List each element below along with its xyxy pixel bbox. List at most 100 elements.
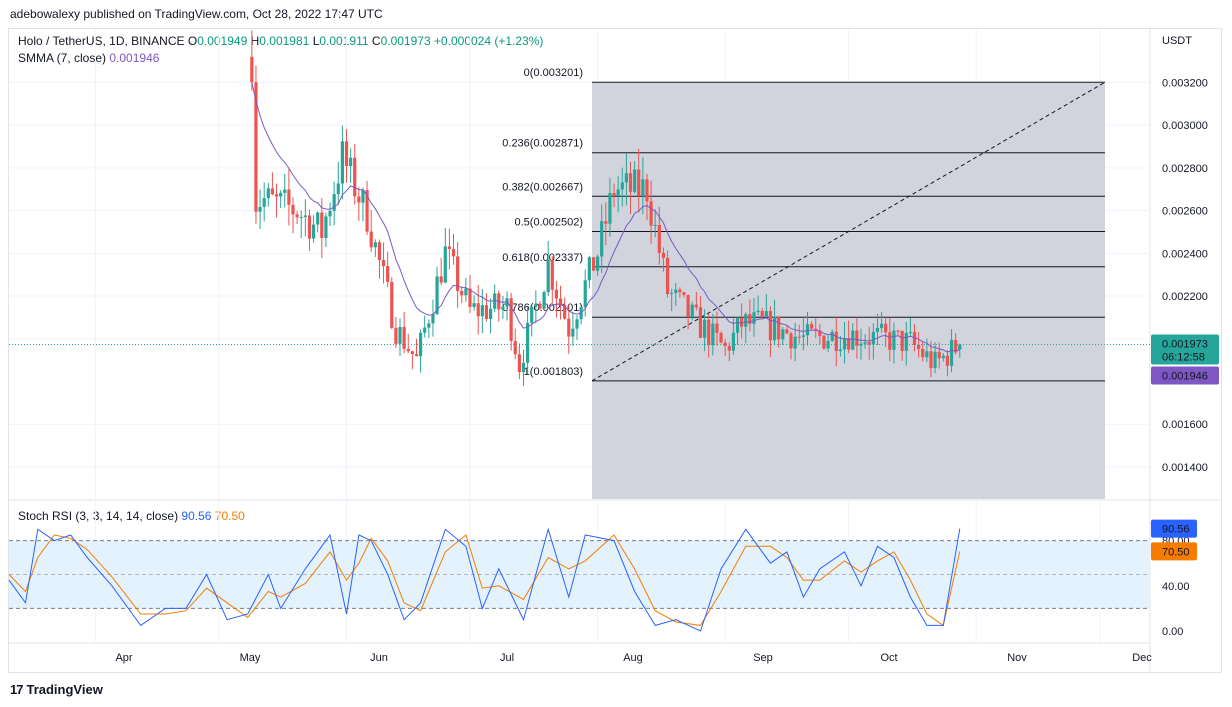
fib-level-label: 0.5(0.002502) — [515, 217, 584, 229]
candle — [513, 328, 517, 360]
candle-body — [670, 293, 674, 295]
candle — [332, 181, 336, 226]
candle — [501, 296, 505, 319]
symbol-name: Holo / TetherUS, 1D, BINANCE — [18, 34, 185, 48]
candle — [468, 274, 472, 314]
candle-body — [291, 204, 295, 215]
price-tick-label: 0.001600 — [1162, 419, 1208, 431]
candle — [637, 148, 641, 213]
candle-body — [925, 351, 929, 358]
candle-body — [715, 323, 719, 334]
candle — [435, 266, 439, 315]
price-tick-label: 0.003200 — [1162, 77, 1208, 89]
candle-body — [842, 337, 847, 350]
candle-body — [600, 221, 604, 257]
candle-body — [563, 305, 567, 319]
candle — [838, 336, 843, 357]
candle — [921, 340, 925, 362]
candle-body — [320, 212, 324, 238]
candle — [793, 322, 797, 362]
candle — [534, 290, 538, 324]
candle-body — [929, 351, 933, 369]
candle-body — [279, 192, 283, 197]
candle — [748, 299, 752, 332]
candle-body — [274, 194, 279, 197]
candle — [394, 316, 398, 348]
candle — [484, 293, 489, 322]
candle — [888, 317, 892, 362]
candle-body — [768, 311, 773, 341]
candle — [340, 125, 344, 200]
candle-body — [731, 332, 736, 351]
candle — [349, 148, 353, 184]
price-tick-label: 0.001400 — [1162, 462, 1208, 474]
stoch-tick-label: 0.00 — [1162, 626, 1183, 638]
candle — [369, 210, 373, 253]
candle-body — [612, 193, 616, 196]
candle-body — [921, 349, 925, 358]
candle — [735, 316, 740, 345]
candle — [365, 180, 369, 236]
candle-body — [509, 298, 513, 341]
candle — [653, 209, 657, 238]
candle — [258, 189, 262, 230]
candle — [550, 256, 554, 304]
high-value: 0.001981 — [259, 34, 310, 48]
stoch-d-line — [8, 534, 961, 627]
candle — [694, 291, 698, 311]
candle-body — [295, 214, 299, 218]
candle-body — [879, 323, 884, 328]
stoch-k-value: 90.56 — [181, 509, 212, 523]
candle-body — [863, 342, 867, 344]
candle — [768, 306, 773, 357]
candle-body — [270, 188, 275, 195]
candle — [546, 240, 550, 297]
fib-level-label: 0(0.003201) — [524, 67, 583, 79]
fib-trend-line — [591, 81, 1106, 382]
candle — [295, 210, 299, 224]
candle-body — [287, 189, 291, 205]
candle-body — [772, 316, 777, 341]
candle-body — [645, 179, 649, 202]
candle-body — [480, 305, 484, 317]
candle-body — [394, 327, 398, 344]
candle-body — [760, 310, 764, 317]
candle-body — [521, 362, 526, 373]
candle — [945, 350, 950, 377]
candle — [270, 172, 275, 196]
candle — [686, 294, 690, 330]
candle-body — [567, 318, 571, 337]
candle-body — [591, 257, 596, 271]
candle-body — [526, 322, 530, 363]
candle-body — [752, 312, 756, 324]
candle-body — [361, 190, 365, 203]
candle-body — [324, 216, 328, 238]
candle-body — [616, 189, 620, 196]
candle — [406, 333, 410, 354]
price-tick-label: 0.003000 — [1162, 120, 1208, 132]
candle-body — [830, 331, 834, 341]
candle-body — [912, 331, 917, 345]
stoch-rsi-pane — [8, 527, 1150, 632]
candle — [740, 303, 744, 339]
candle — [423, 315, 427, 338]
candle-body — [690, 304, 694, 317]
candle-body — [748, 314, 752, 324]
candle-body — [814, 328, 818, 331]
time-axis-label: May — [240, 652, 261, 664]
candle — [867, 326, 871, 360]
candle — [324, 212, 328, 247]
candle — [789, 331, 793, 360]
candle — [328, 202, 332, 227]
close-value: 0.001973 — [380, 34, 431, 48]
chart-frame[interactable] — [8, 28, 1222, 673]
candle — [283, 173, 287, 208]
candle — [900, 330, 904, 361]
candle-body — [398, 327, 402, 344]
candle-body — [871, 331, 875, 345]
candle — [665, 250, 670, 298]
candle-body — [250, 56, 254, 83]
candle — [863, 334, 867, 349]
candle-body — [406, 348, 410, 352]
